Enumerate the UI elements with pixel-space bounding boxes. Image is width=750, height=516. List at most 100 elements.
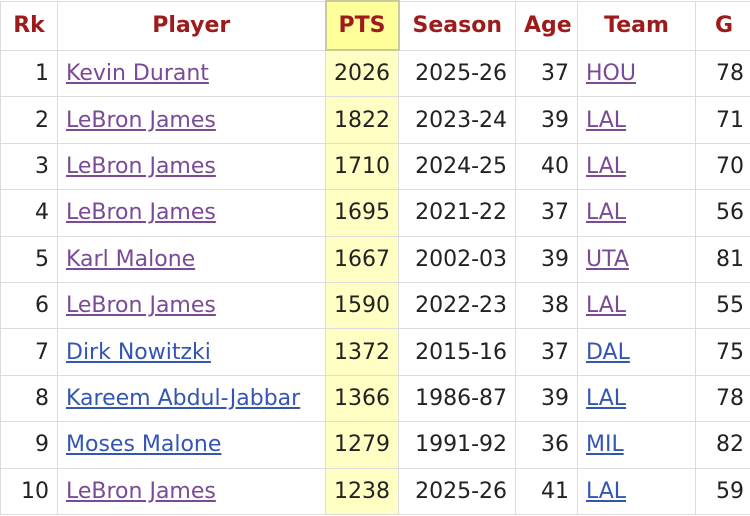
player-cell: LeBron James — [57, 281, 326, 330]
age-cell: 39 — [515, 235, 578, 283]
season-cell: 2015-16 — [398, 328, 516, 376]
rank-cell: 8 — [0, 374, 58, 423]
team-cell: HOU — [577, 49, 696, 98]
games-cell: 59 — [695, 467, 750, 515]
games-cell: 71 — [695, 96, 750, 144]
team-cell: LAL — [577, 281, 696, 330]
column-header[interactable]: Season — [398, 0, 516, 51]
age-cell: 39 — [515, 96, 578, 144]
team-link[interactable]: MIL — [586, 432, 624, 458]
season-cell: 2023-24 — [398, 96, 516, 144]
column-header[interactable]: Team — [577, 0, 696, 51]
table-row: 4 LeBron James 1695 2021-22 37 LAL 56 — [0, 189, 750, 237]
player-cell: LeBron James — [57, 189, 326, 237]
age-cell: 37 — [515, 189, 578, 237]
column-header[interactable]: G — [695, 0, 750, 51]
team-link[interactable]: LAL — [586, 478, 627, 504]
table-row: 10 LeBron James 1238 2025-26 41 LAL 59 — [0, 467, 750, 515]
points-cell: 2026 — [325, 49, 399, 98]
player-cell: Moses Malone — [57, 421, 326, 469]
games-cell: 81 — [695, 235, 750, 283]
team-cell: LAL — [577, 96, 696, 144]
column-header[interactable]: Rk — [0, 0, 58, 51]
age-cell: 37 — [515, 328, 578, 376]
team-link[interactable]: DAL — [586, 339, 630, 365]
player-link[interactable]: Karl Malone — [66, 246, 196, 272]
team-cell: LAL — [577, 142, 696, 191]
points-cell: 1667 — [325, 235, 399, 283]
player-link[interactable]: Kevin Durant — [66, 60, 209, 86]
team-link[interactable]: LAL — [586, 153, 627, 179]
age-cell: 41 — [515, 467, 578, 515]
season-cell: 2024-25 — [398, 142, 516, 191]
season-cell: 2002-03 — [398, 235, 516, 283]
table-row: 6 LeBron James 1590 2022-23 38 LAL 55 — [0, 281, 750, 330]
season-cell: 1986-87 — [398, 374, 516, 423]
games-cell: 78 — [695, 49, 750, 98]
games-cell: 56 — [695, 189, 750, 237]
age-cell: 38 — [515, 281, 578, 330]
team-link[interactable]: LAL — [586, 200, 627, 226]
team-cell: MIL — [577, 421, 696, 469]
points-cell: 1590 — [325, 281, 399, 330]
team-link[interactable]: LAL — [586, 107, 627, 133]
table-row: 5 Karl Malone 1667 2002-03 39 UTA 81 — [0, 235, 750, 283]
points-cell: 1238 — [325, 467, 399, 515]
team-link[interactable]: UTA — [586, 246, 629, 272]
season-cell: 2025-26 — [398, 49, 516, 98]
player-link[interactable]: LeBron James — [66, 293, 216, 319]
player-cell: Karl Malone — [57, 235, 326, 283]
table-row: 1 Kevin Durant 2026 2025-26 37 HOU 78 — [0, 49, 750, 98]
table-body: 1 Kevin Durant 2026 2025-26 37 HOU 78 2 LeBron J… — [0, 49, 750, 515]
age-cell: 36 — [515, 421, 578, 469]
player-link[interactable]: LeBron James — [66, 107, 216, 133]
team-link[interactable]: LAL — [586, 293, 627, 319]
rank-cell: 10 — [0, 467, 58, 515]
rank-cell: 5 — [0, 235, 58, 283]
column-header[interactable]: PTS — [324, 0, 400, 51]
games-cell: 82 — [695, 421, 750, 469]
team-cell: LAL — [577, 467, 696, 515]
column-header[interactable]: Age — [515, 0, 578, 51]
column-header[interactable]: Player — [57, 0, 326, 51]
player-link[interactable]: Kareem Abdul-Jabbar — [66, 385, 301, 411]
table-row: 3 LeBron James 1710 2024-25 40 LAL 70 — [0, 142, 750, 191]
player-cell: Dirk Nowitzki — [57, 328, 326, 376]
player-cell: Kevin Durant — [57, 49, 326, 98]
player-cell: LeBron James — [57, 467, 326, 515]
table-row: 8 Kareem Abdul-Jabbar 1366 1986-87 39 LAL 78 — [0, 374, 750, 423]
points-cell: 1372 — [325, 328, 399, 376]
games-cell: 55 — [695, 281, 750, 330]
points-cell: 1366 — [325, 374, 399, 423]
team-cell: DAL — [577, 328, 696, 376]
age-cell: 37 — [515, 49, 578, 98]
season-cell: 2021-22 — [398, 189, 516, 237]
team-cell: LAL — [577, 374, 696, 423]
player-link[interactable]: Moses Malone — [66, 432, 222, 458]
rank-cell: 1 — [0, 49, 58, 98]
season-cell: 1991-92 — [398, 421, 516, 469]
points-cell: 1279 — [325, 421, 399, 469]
rank-cell: 9 — [0, 421, 58, 469]
team-cell: LAL — [577, 189, 696, 237]
player-link[interactable]: Dirk Nowitzki — [66, 339, 211, 365]
player-link[interactable]: LeBron James — [66, 478, 216, 504]
player-link[interactable]: LeBron James — [66, 200, 216, 226]
games-cell: 78 — [695, 374, 750, 423]
team-link[interactable]: HOU — [586, 60, 636, 86]
age-cell: 39 — [515, 374, 578, 423]
table-row: 7 Dirk Nowitzki 1372 2015-16 37 DAL 75 — [0, 328, 750, 376]
rank-cell: 2 — [0, 96, 58, 144]
points-cell: 1710 — [325, 142, 399, 191]
team-link[interactable]: LAL — [586, 385, 627, 411]
player-link[interactable]: LeBron James — [66, 153, 216, 179]
rank-cell: 4 — [0, 189, 58, 237]
table-row: 9 Moses Malone 1279 1991-92 36 MIL 82 — [0, 421, 750, 469]
age-cell: 40 — [515, 142, 578, 191]
season-cell: 2022-23 — [398, 281, 516, 330]
rank-cell: 3 — [0, 142, 58, 191]
table-row: 2 LeBron James 1822 2023-24 39 LAL 71 — [0, 96, 750, 144]
points-cell: 1822 — [325, 96, 399, 144]
